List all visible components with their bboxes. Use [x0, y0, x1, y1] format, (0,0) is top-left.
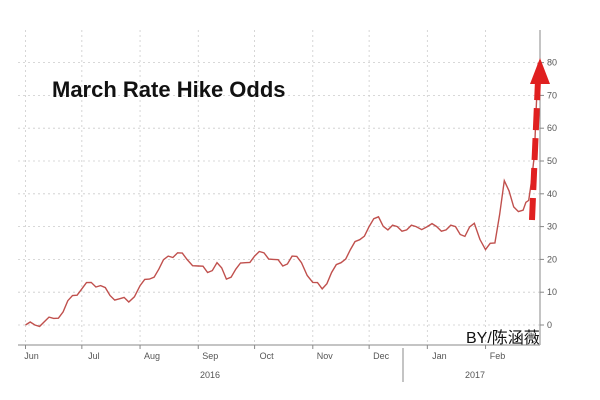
y-tick-label: 10	[547, 287, 557, 297]
y-axis-ticks: 0 10 20 30 40 50 60 70 80	[540, 58, 557, 330]
grid-lines	[18, 30, 540, 345]
x-axis-ticks: Jun Jul Aug Sep Oct Nov Dec Jan Feb	[24, 345, 505, 361]
y-tick-label: 40	[547, 189, 557, 199]
chart-title: March Rate Hike Odds	[52, 77, 286, 102]
year-labels: 2016 2017	[200, 370, 485, 380]
trend-arrow	[529, 58, 550, 221]
y-tick-label: 70	[547, 90, 557, 100]
series-line	[25, 62, 539, 328]
x-tick-label: Jan	[432, 351, 447, 361]
y-tick-label: 60	[547, 123, 557, 133]
x-tick-label: Oct	[260, 351, 275, 361]
y-tick-label: 20	[547, 254, 557, 264]
y-tick-label: 50	[547, 156, 557, 166]
x-tick-label: Nov	[317, 351, 334, 361]
trend-arrow-shaft	[529, 79, 541, 221]
x-tick-label: Aug	[144, 351, 160, 361]
year-label: 2016	[200, 370, 220, 380]
x-tick-label: Jun	[24, 351, 39, 361]
x-tick-label: Jul	[88, 351, 100, 361]
watermark-text: BY/陈涵薇	[466, 329, 540, 347]
x-tick-label: Sep	[202, 351, 218, 361]
y-tick-label: 0	[547, 320, 552, 330]
year-label: 2017	[465, 370, 485, 380]
y-tick-label: 30	[547, 222, 557, 232]
trend-arrow-head	[530, 58, 550, 84]
y-tick-label: 80	[547, 58, 557, 68]
x-tick-label: Feb	[490, 351, 506, 361]
x-tick-label: Dec	[373, 351, 390, 361]
